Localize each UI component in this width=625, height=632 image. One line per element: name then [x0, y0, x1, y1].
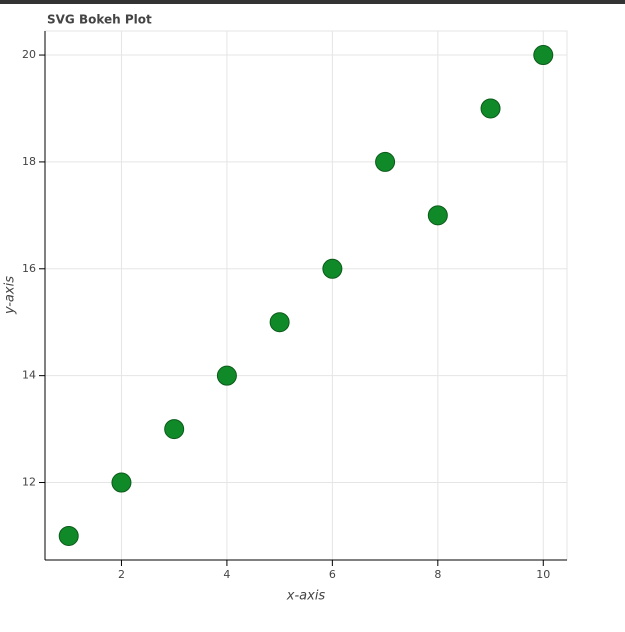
point [216, 365, 237, 386]
point [111, 472, 132, 493]
x-tick-label: 10 [536, 568, 550, 581]
x-tick-label: 2 [118, 568, 125, 581]
point [269, 312, 290, 333]
y-tick-label: 18 [22, 155, 36, 168]
x-axis-label: x-axis [286, 589, 326, 604]
point [533, 45, 554, 66]
y-tick-label: 12 [22, 476, 36, 489]
x-tick-label: 6 [329, 568, 336, 581]
x-tick-label: 4 [223, 568, 230, 581]
top-bar [0, 0, 625, 4]
point [375, 151, 396, 172]
y-tick-label: 20 [22, 48, 36, 61]
point [164, 419, 185, 440]
x-tick-label: 8 [434, 568, 441, 581]
y-axis-label: y-axis [3, 276, 18, 315]
point [427, 205, 448, 226]
y-tick-label: 14 [22, 369, 36, 382]
point [58, 525, 79, 546]
point [322, 258, 343, 279]
chart-title: SVG Bokeh Plot [47, 13, 152, 27]
point [480, 98, 501, 119]
y-tick-label: 16 [22, 262, 36, 275]
